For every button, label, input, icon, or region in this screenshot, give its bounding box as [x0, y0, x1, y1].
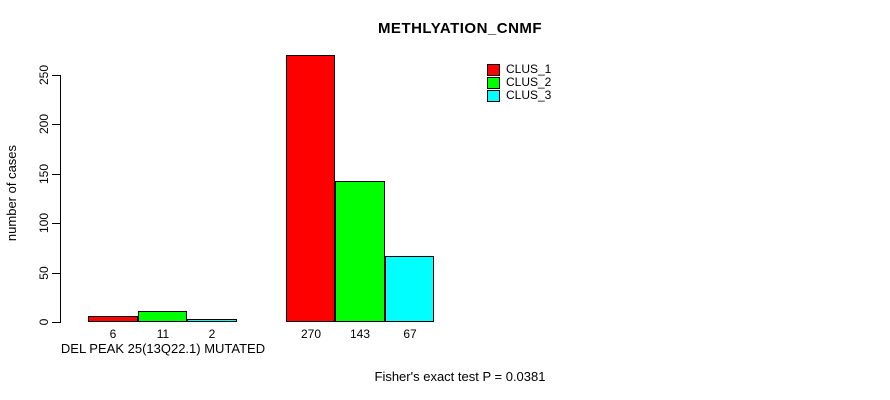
- y-axis-tick: [52, 223, 60, 224]
- chart-title: METHLYATION_CNMF: [377, 20, 543, 37]
- x-group-label: DEL PEAK 25(13Q22.1) MUTATED: [60, 341, 266, 356]
- y-axis-line: [60, 75, 61, 323]
- legend: CLUS_1 CLUS_2 CLUS_3: [487, 63, 551, 102]
- legend-item: CLUS_3: [487, 89, 551, 102]
- bar-clus-1: [286, 55, 335, 322]
- bar-clus-3: [187, 319, 237, 322]
- y-axis-tick-label: 150: [37, 163, 51, 185]
- y-axis-tick-label: 250: [37, 64, 51, 86]
- y-axis-tick-label: 50: [37, 266, 51, 280]
- bar-value-label: 2: [208, 327, 216, 341]
- y-axis-tick: [52, 124, 60, 125]
- y-axis-tick: [52, 273, 60, 274]
- bar-value-label: 270: [300, 327, 322, 341]
- bar-clus-1: [88, 316, 138, 322]
- bar-value-label: 6: [109, 327, 117, 341]
- bar-value-label: 67: [403, 327, 417, 341]
- y-axis-tick: [52, 75, 60, 76]
- stat-caption: Fisher's exact test P = 0.0381: [374, 369, 546, 384]
- legend-swatch: [487, 63, 500, 76]
- legend-swatch: [487, 89, 500, 102]
- legend-label: CLUS_2: [506, 75, 552, 89]
- bar-value-label: 11: [156, 327, 170, 341]
- bar-clus-3: [385, 256, 434, 322]
- bar-value-label: 143: [349, 327, 371, 341]
- legend-swatch: [487, 76, 500, 89]
- bar-clus-2: [335, 181, 385, 322]
- y-axis-tick: [52, 322, 60, 323]
- legend-item: CLUS_1: [487, 63, 551, 76]
- legend-label: CLUS_1: [506, 62, 552, 76]
- y-axis-tick-label: 200: [37, 113, 51, 135]
- legend-label: CLUS_3: [506, 88, 552, 102]
- y-axis-tick-label: 100: [37, 212, 51, 234]
- bar-clus-2: [138, 311, 187, 322]
- legend-item: CLUS_2: [487, 76, 551, 89]
- y-axis-tick: [52, 174, 60, 175]
- y-axis-tick-label: 0: [37, 318, 51, 326]
